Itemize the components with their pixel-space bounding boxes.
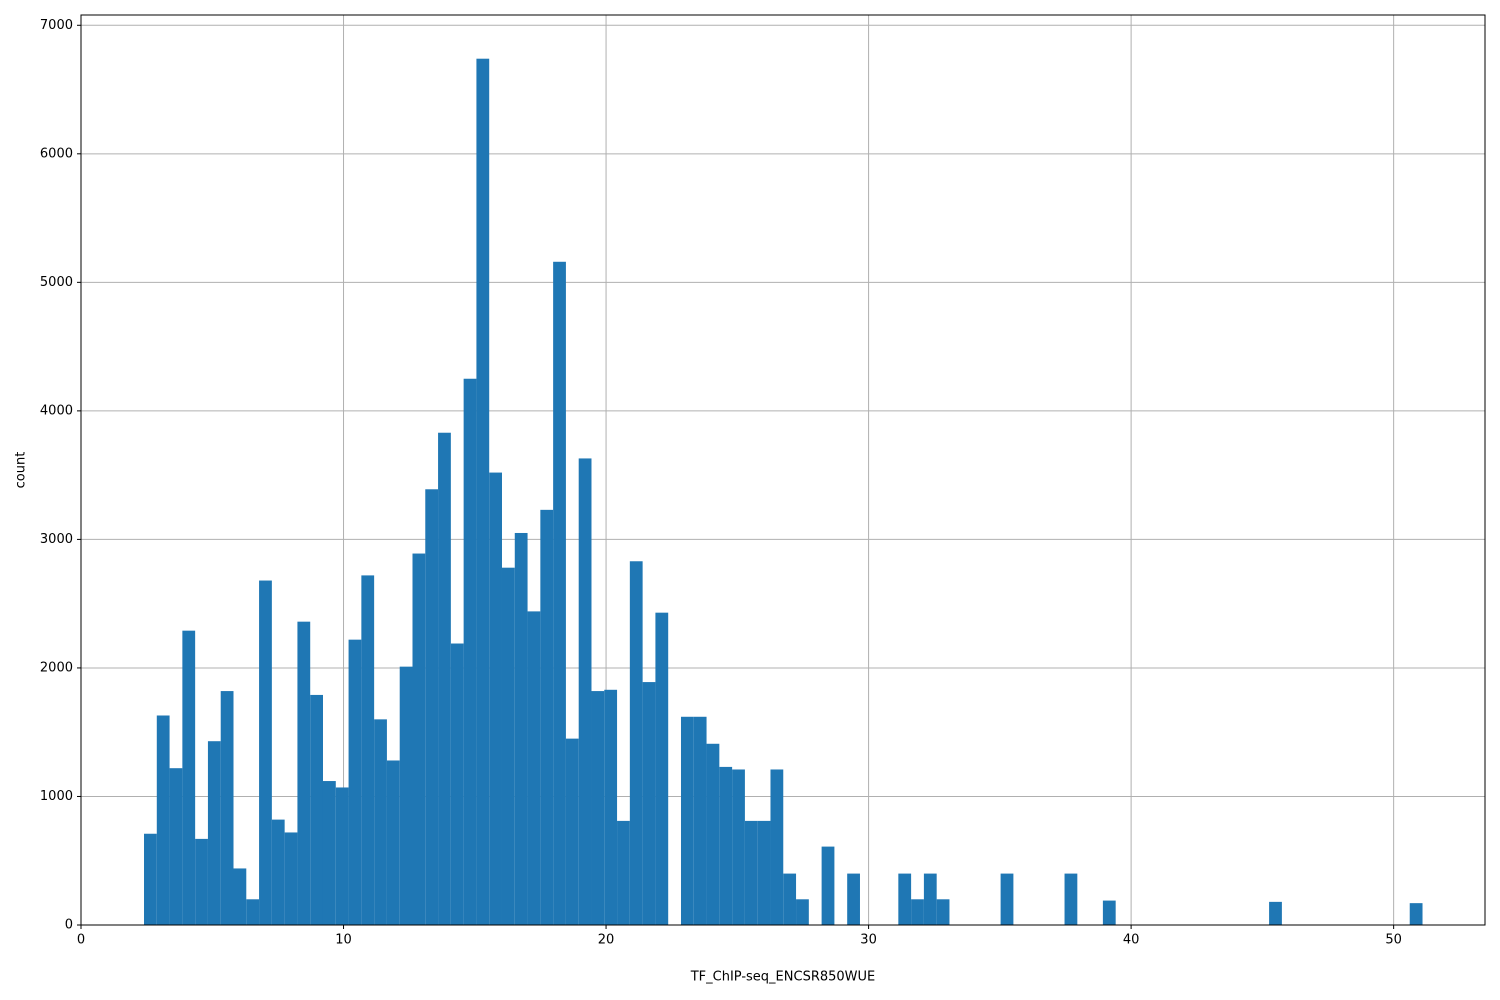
bar <box>578 458 592 925</box>
bar <box>476 58 490 926</box>
bar <box>706 743 720 925</box>
plot-frame <box>80 14 1486 926</box>
bar <box>297 621 311 925</box>
bar <box>693 716 707 925</box>
bar <box>783 873 797 925</box>
bar <box>374 719 387 925</box>
bar <box>527 611 541 925</box>
bar <box>540 509 554 925</box>
y-tick-label: 3000 <box>40 532 73 547</box>
bar <box>847 873 860 925</box>
bar <box>514 532 528 925</box>
bar <box>271 819 285 925</box>
bar <box>770 769 784 925</box>
y-tick-label: 0 <box>65 918 73 933</box>
bar <box>284 832 298 925</box>
bar <box>220 691 234 925</box>
y-axis-label: count <box>14 452 29 489</box>
y-tick-label: 2000 <box>40 660 73 675</box>
y-tick-label: 5000 <box>40 275 73 290</box>
bar <box>604 689 618 925</box>
bar <box>335 787 349 925</box>
bar <box>732 769 745 925</box>
bar <box>617 820 630 925</box>
bar <box>642 682 656 925</box>
bar <box>898 873 912 925</box>
bar <box>553 261 566 925</box>
bar <box>489 472 502 925</box>
x-tick-label: 50 <box>1385 933 1402 948</box>
bar <box>144 833 157 925</box>
bar <box>399 666 413 925</box>
bar <box>591 691 605 925</box>
bar <box>207 741 221 925</box>
bar <box>1102 900 1116 925</box>
bar <box>821 846 835 925</box>
bar <box>1269 901 1282 925</box>
bar <box>680 716 694 925</box>
y-tick-label: 4000 <box>40 403 73 418</box>
x-tick-label: 20 <box>598 933 615 948</box>
bar <box>156 715 170 925</box>
x-axis-label: TF_ChIP-seq_ENCSR850WUE <box>690 970 876 985</box>
x-tick-label: 30 <box>860 933 877 948</box>
bar <box>450 643 464 925</box>
bar <box>259 580 272 925</box>
bar <box>1064 873 1078 925</box>
bar <box>322 781 336 925</box>
bar <box>936 899 950 925</box>
bar <box>195 838 208 925</box>
bar <box>757 820 771 925</box>
bar <box>1409 903 1423 925</box>
bar <box>655 612 669 925</box>
bar <box>796 899 809 925</box>
bar <box>386 760 400 925</box>
bar <box>501 567 515 925</box>
bar <box>565 738 579 925</box>
y-tick-label: 1000 <box>40 789 73 804</box>
bar <box>923 873 937 925</box>
bar <box>425 489 439 925</box>
bar <box>348 639 362 925</box>
bar <box>463 378 477 926</box>
bar <box>246 899 260 925</box>
bar <box>182 630 196 925</box>
bar <box>438 432 451 925</box>
bar <box>412 553 426 925</box>
bar <box>361 575 375 925</box>
bar <box>629 561 643 925</box>
bar <box>1000 873 1014 925</box>
bar <box>310 694 323 925</box>
x-tick-label: 0 <box>77 933 85 948</box>
y-tick-label: 6000 <box>40 146 73 161</box>
bar <box>911 899 924 925</box>
y-tick-label: 7000 <box>40 18 73 33</box>
bar <box>169 768 183 925</box>
bar <box>719 766 733 925</box>
bar <box>233 868 247 925</box>
x-tick-label: 10 <box>335 933 352 948</box>
bar <box>744 820 758 925</box>
x-tick-label: 40 <box>1123 933 1140 948</box>
